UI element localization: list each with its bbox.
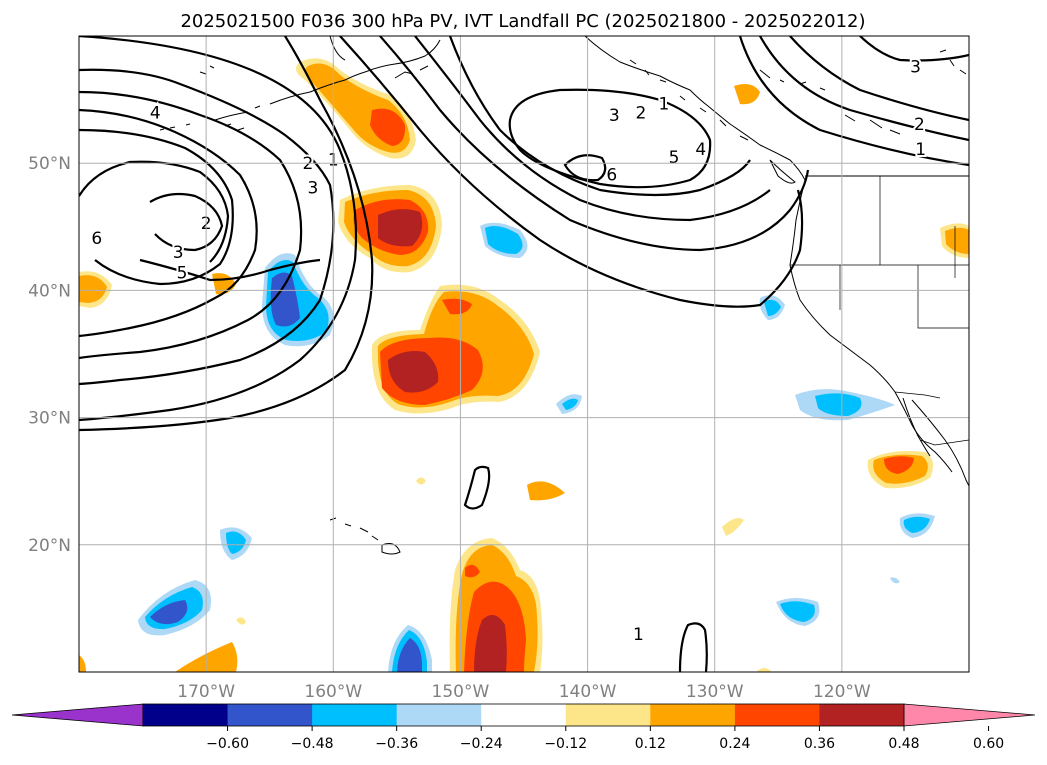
contour-label: 5: [177, 264, 188, 284]
gridlines: [79, 36, 969, 672]
positive-anomaly-region: [236, 617, 246, 625]
positive-anomaly-region: [722, 518, 744, 536]
negative-anomaly-region: [903, 516, 930, 533]
positive-anomaly-region: [527, 481, 565, 501]
colorbar-segment: [312, 704, 398, 726]
positive-anomaly-region: [416, 477, 426, 485]
colorbar-tick-label: −0.36: [375, 736, 418, 752]
colorbar-frame: [142, 703, 905, 727]
contour-label: 3: [910, 58, 921, 78]
chart-title: 2025021500 F036 300 hPa PV, IVT Landfall…: [180, 11, 865, 32]
colorbar-tick-label: −0.12: [544, 736, 587, 752]
negative-anomaly-region: [397, 638, 422, 672]
lon-tick-label: 150°W: [432, 682, 490, 702]
contour-label: 6: [91, 229, 102, 249]
positive-anomaly-region: [884, 456, 914, 474]
positive-anomaly-region: [442, 298, 472, 315]
negative-anomaly-region: [780, 601, 815, 622]
positive-anomaly-region: [945, 227, 969, 254]
colorbar-extend-low: [11, 703, 144, 727]
lon-tick-label: 140°W: [559, 682, 617, 702]
positive-anomaly-region: [388, 351, 439, 393]
colorbar-tick-label: 0.12: [635, 736, 666, 752]
colorbar-tick-label: 0.24: [719, 736, 750, 752]
positive-anomaly-region: [474, 615, 507, 672]
positive-anomaly-region: [79, 655, 86, 672]
contour-label: 1: [658, 94, 669, 114]
colorbar-extend-high: [903, 703, 1036, 727]
contour-label: 2: [302, 154, 313, 174]
negative-anomaly-region: [764, 299, 781, 316]
colorbar-segment: [143, 704, 229, 726]
negative-anomaly-region: [270, 272, 300, 327]
colorbar-segment: [734, 704, 820, 726]
positive-anomaly-region: [465, 564, 480, 578]
positive-anomaly-region: [79, 275, 107, 303]
colorbar-tick-label: 0.60: [973, 736, 1004, 752]
contour-label: 5: [669, 148, 680, 168]
contour-label: 2: [914, 115, 925, 135]
lon-tick-label: 120°W: [813, 682, 871, 702]
colorbar-tick-label: −0.60: [206, 736, 249, 752]
lon-tick-label: 160°W: [304, 682, 362, 702]
colorbar-segment: [565, 704, 651, 726]
positive-anomaly-region: [756, 668, 772, 672]
colorbar-tick-label: 0.36: [804, 736, 835, 752]
lat-tick-label: 30°N: [28, 409, 71, 429]
negative-anomaly-region: [150, 600, 188, 625]
colorbar-segment: [227, 704, 313, 726]
colorbar-segment: [481, 704, 567, 726]
contour-label: 1: [915, 140, 926, 160]
pv-anomaly-shading: [79, 58, 969, 672]
positive-anomaly-region: [370, 108, 406, 146]
contour-label: 4: [150, 103, 161, 123]
positive-anomaly-region: [378, 209, 423, 247]
contour-label: 3: [173, 243, 184, 263]
colorbar-segment: [650, 704, 736, 726]
contour-label: 1: [633, 625, 644, 645]
lon-tick-label: 170°W: [177, 682, 235, 702]
contour-label: 3: [308, 178, 319, 198]
positive-anomaly-region: [734, 84, 760, 105]
latitude-labels: 50°N 40°N 30°N 20°N: [28, 154, 71, 556]
negative-anomaly-region: [815, 393, 862, 416]
contour-label: 2: [636, 103, 647, 123]
negative-anomaly-region: [562, 398, 578, 410]
longitude-labels: 170°W 160°W 150°W 140°W 130°W 120°W: [177, 682, 871, 702]
negative-anomaly-region: [485, 226, 523, 254]
contour-label: 3: [609, 106, 620, 126]
lat-tick-label: 50°N: [28, 154, 71, 174]
colorbar-segment: [396, 704, 482, 726]
lat-tick-label: 40°N: [28, 281, 71, 301]
colorbar-tick-label: 0.48: [888, 736, 919, 752]
contour-label: 4: [695, 140, 706, 160]
contour-label: 6: [606, 166, 617, 186]
colorbar-tick-label: −0.48: [291, 736, 334, 752]
pv-contour-lines: [79, 36, 969, 672]
negative-anomaly-region: [226, 531, 246, 554]
colorbar-tick-label: −0.24: [460, 736, 503, 752]
negative-anomaly-region: [890, 577, 900, 584]
colorbar-segment: [819, 704, 905, 726]
map-frame: [78, 35, 970, 673]
lon-tick-label: 130°W: [686, 682, 744, 702]
lat-tick-label: 20°N: [28, 536, 71, 556]
colorbar: −0.60 −0.48 −0.36 −0.24 −0.12 0.12 0.24 0.36 0.4…: [11, 703, 1036, 752]
